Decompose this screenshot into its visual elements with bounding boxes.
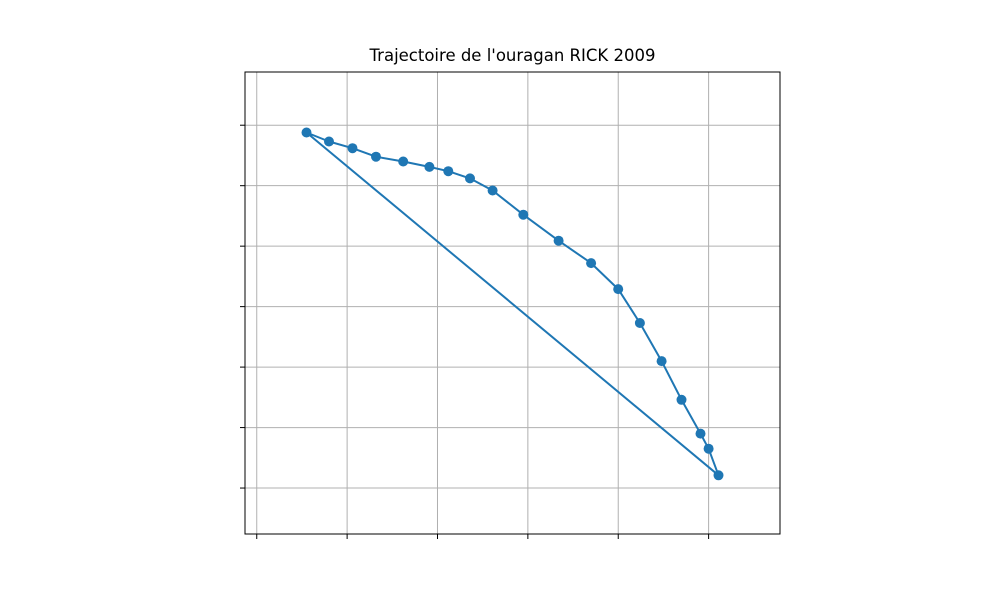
- line-layer: [305, 131, 720, 477]
- chart-title: Trajectoire de l'ouragan RICK 2009: [369, 46, 656, 65]
- track-point-3: [371, 151, 381, 162]
- grid-layer: [240, 72, 780, 539]
- plot-frame: [244, 71, 781, 535]
- track-line-0: [305, 131, 720, 477]
- track-point-6: [443, 166, 454, 177]
- track-point-7: [465, 173, 475, 184]
- track-point-16: [695, 428, 706, 439]
- track-point-4: [398, 156, 409, 167]
- track-point-11: [586, 258, 597, 269]
- track-point-1: [324, 136, 334, 147]
- track-point-13: [634, 318, 645, 328]
- track-point-2: [347, 143, 358, 154]
- track-point-17: [703, 443, 714, 454]
- track-point-10: [553, 235, 564, 246]
- marker-layer: [301, 127, 724, 481]
- track-point-9: [518, 209, 529, 220]
- track-point-14: [656, 356, 667, 367]
- track-point-18: [713, 470, 724, 481]
- track-point-15: [676, 394, 687, 405]
- track-point-8: [487, 185, 498, 196]
- track-point-0: [301, 127, 312, 138]
- track-point-12: [613, 284, 624, 295]
- track-point-5: [424, 161, 435, 172]
